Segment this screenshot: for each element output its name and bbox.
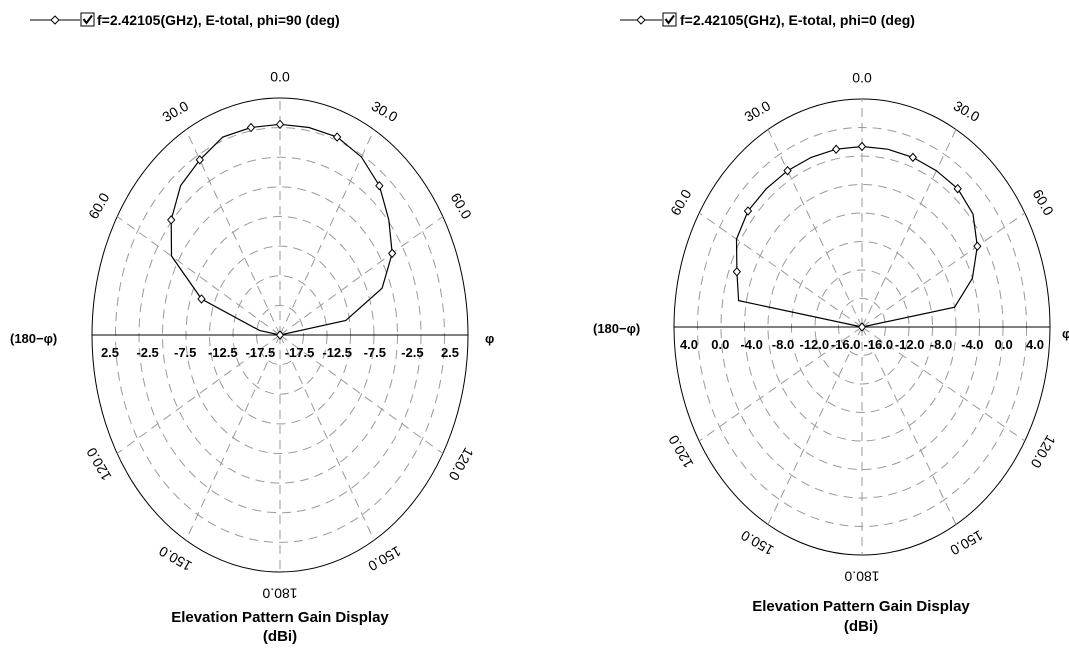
left-side-label: (180−φ): [10, 331, 57, 346]
series-line: [737, 147, 978, 328]
chart-caption: Elevation Pattern Gain Display: [752, 598, 970, 615]
angle-label: 120.0: [1027, 432, 1058, 471]
radial-tick-label: -17.5: [285, 345, 315, 360]
legend-label: f=2.42105(GHz), E-total, phi=90 (deg): [97, 12, 340, 28]
angle-label: 120.0: [445, 445, 476, 484]
radial-tick-label: 4.0: [1026, 337, 1044, 352]
grid-spoke: [768, 327, 862, 524]
radial-tick-label: -12.0: [800, 337, 830, 352]
angle-label: 150.0: [738, 527, 777, 558]
right-side-label: φ: [485, 331, 494, 346]
radial-tick-label: -16.0: [831, 337, 861, 352]
angle-label: 120.0: [665, 432, 696, 471]
radial-tick-label: -12.5: [322, 345, 352, 360]
radial-tick-label: -4.0: [961, 337, 983, 352]
data-point-marker: [277, 120, 284, 128]
angle-label: 30.0: [742, 97, 774, 125]
chart-caption-units: (dBi): [844, 618, 878, 635]
data-point-marker: [376, 182, 383, 190]
data-point-marker: [859, 323, 866, 331]
radial-tick-label: -16.0: [864, 337, 894, 352]
angle-label: 120.0: [83, 445, 114, 484]
data-point-marker: [909, 153, 916, 161]
legend-marker-diamond-icon: [51, 16, 59, 24]
legend-label: f=2.42105(GHz), E-total, phi=0 (deg): [680, 12, 915, 28]
radial-tick-label: -2.5: [136, 345, 158, 360]
radial-tick-label: 4.0: [680, 337, 698, 352]
legend-right[interactable]: f=2.42105(GHz), E-total, phi=0 (deg): [620, 12, 915, 28]
data-point-marker: [833, 145, 840, 153]
angle-label: 30.0: [951, 97, 983, 125]
radial-tick-label: -2.5: [401, 345, 423, 360]
chart-caption: Elevation Pattern Gain Display: [171, 609, 389, 626]
radial-tick-label: -4.0: [740, 337, 762, 352]
angle-label: 180.0: [844, 568, 879, 584]
grid-spoke: [280, 130, 374, 335]
angle-label: 60.0: [85, 190, 113, 222]
radial-tick-label: 0.0: [711, 337, 729, 352]
radial-tick-label: 0.0: [995, 337, 1013, 352]
angle-label: 150.0: [947, 527, 986, 558]
legend-marker-diamond-icon: [637, 16, 645, 24]
grid-spoke: [186, 335, 280, 540]
grid-spoke: [862, 327, 956, 524]
data-point-marker: [389, 249, 396, 257]
chart-left: f=2.42105(GHz), E-total, phi=90 (deg) 0.…: [10, 12, 494, 645]
chart-right: f=2.42105(GHz), E-total, phi=0 (deg) 0.0…: [593, 12, 1069, 635]
legend-left[interactable]: f=2.42105(GHz), E-total, phi=90 (deg): [30, 12, 340, 28]
radial-tick-label: -12.0: [895, 337, 925, 352]
data-point-marker: [733, 268, 740, 276]
angle-label: 60.0: [448, 190, 476, 222]
angle-label: 0.0: [270, 69, 290, 85]
radial-tick-label: -12.5: [208, 345, 238, 360]
data-point-marker: [247, 124, 254, 132]
angle-label: 60.0: [1030, 187, 1058, 219]
data-point-marker: [168, 216, 175, 224]
data-point-marker: [277, 331, 284, 339]
angle-label: 180.0: [262, 585, 297, 601]
left-side-label: (180−φ): [593, 321, 640, 336]
angle-label: 150.0: [365, 543, 404, 574]
grid-spoke: [862, 130, 956, 327]
series-line: [171, 124, 392, 335]
radial-tick-label: 2.5: [101, 345, 119, 360]
radial-tick-label: -17.5: [246, 345, 276, 360]
chart-caption-units: (dBi): [263, 628, 297, 645]
radial-tick-label: -8.0: [772, 337, 794, 352]
right-side-label: φ: [1062, 326, 1069, 341]
angle-label: 30.0: [160, 97, 192, 125]
angle-label: 30.0: [369, 98, 401, 126]
grid-spoke: [768, 130, 862, 327]
radial-tick-label: -7.5: [364, 345, 386, 360]
radial-tick-label: 2.5: [441, 345, 459, 360]
data-point-marker: [859, 143, 866, 151]
radial-tick-label: -8.0: [930, 337, 952, 352]
angle-label: 60.0: [667, 186, 695, 218]
data-point-marker: [974, 242, 981, 250]
polar-plot-left: 0.0 30.0 30.0 60.0 60.0 120.0 120.0 150.0 150.0 1…: [83, 69, 477, 602]
angle-label: 150.0: [156, 543, 195, 574]
angle-label: 0.0: [852, 70, 872, 86]
radial-tick-label: -7.5: [174, 345, 196, 360]
polar-plot-right: 0.0 30.0 30.0 60.0 60.0 120.0 120.0 150.0 150.0 1…: [665, 70, 1059, 585]
grid-spoke: [280, 335, 374, 540]
